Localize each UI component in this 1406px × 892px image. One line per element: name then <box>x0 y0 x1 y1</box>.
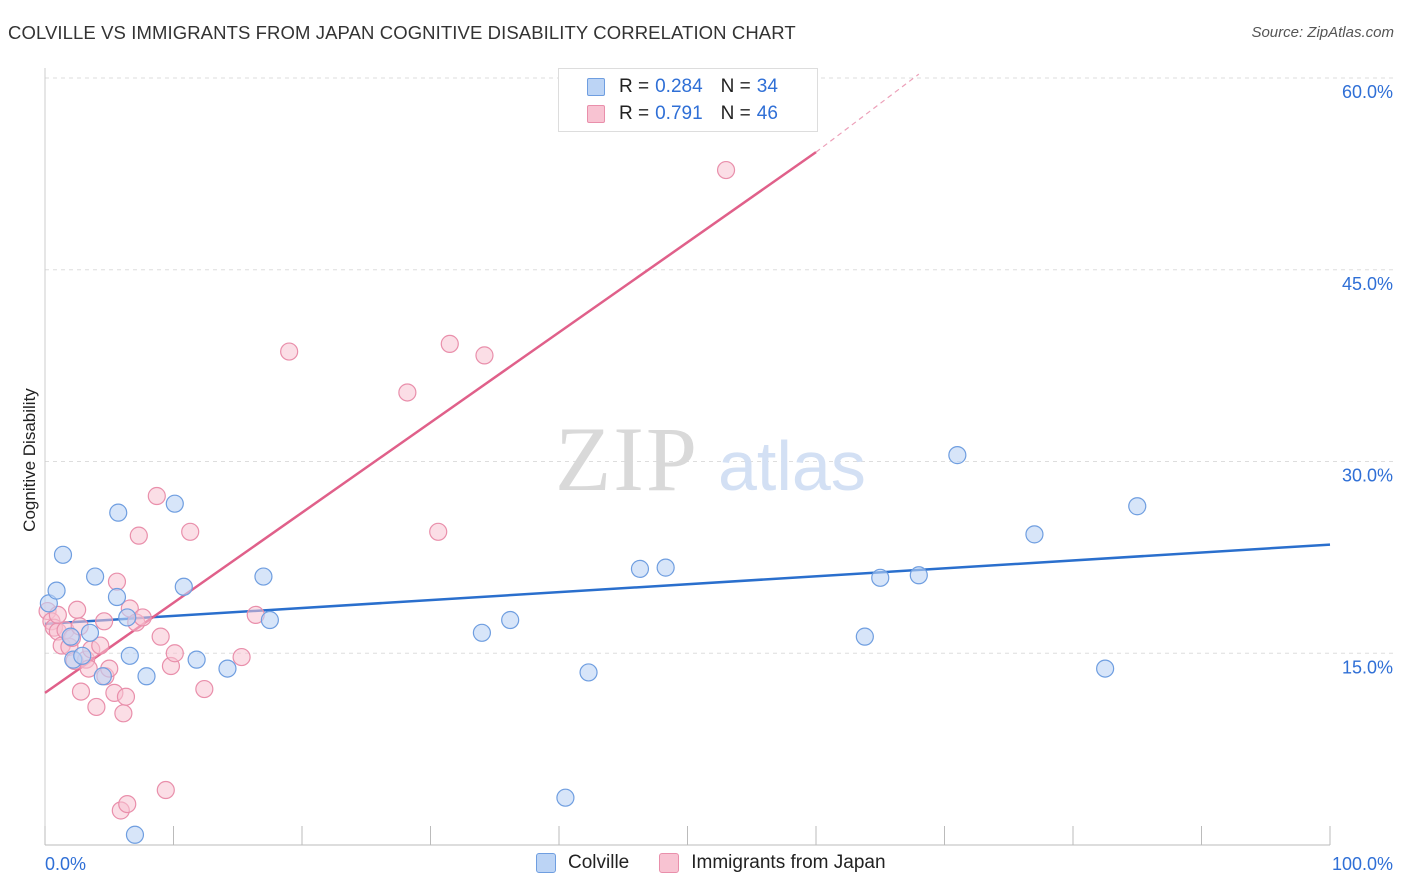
watermark: ZIP atlas <box>555 408 866 510</box>
data-point-japan <box>475 346 494 365</box>
watermark-zip: ZIP <box>555 408 699 510</box>
data-point-japan <box>398 383 417 402</box>
correlation-legend: R = 0.284 N = 34 R = 0.791 N = 46 <box>558 68 818 132</box>
data-point-japan <box>165 644 184 663</box>
data-point-japan <box>147 486 166 506</box>
legend-n-label: N = <box>720 76 751 97</box>
data-point-colville <box>137 667 156 686</box>
data-point-colville <box>1128 497 1147 516</box>
grid-lines <box>45 77 1393 654</box>
y-tick-labels: 15.0% 30.0% 45.0% 60.0% <box>1342 82 1393 677</box>
data-point-colville <box>118 608 137 627</box>
y-tick-label: 15.0% <box>1342 657 1393 677</box>
data-point-colville <box>472 623 491 642</box>
data-point-japan <box>716 160 736 180</box>
legend-row-japan: R = 0.791 N = 46 <box>587 102 796 126</box>
chart-title: COLVILLE VS IMMIGRANTS FROM JAPAN COGNIT… <box>8 22 796 43</box>
data-point-japan <box>118 794 137 814</box>
data-point-japan <box>440 334 459 353</box>
data-point-japan <box>232 647 251 667</box>
data-point-colville <box>254 567 273 586</box>
legend-n-value: 34 <box>756 76 778 97</box>
data-point-japan <box>91 636 110 655</box>
data-point-colville <box>47 581 66 600</box>
legend-label-colville: Colville <box>568 852 630 873</box>
data-point-japan <box>107 572 127 591</box>
y-tick-label: 30.0% <box>1342 466 1393 486</box>
data-point-colville <box>579 663 598 682</box>
data-point-japan <box>68 600 87 619</box>
data-point-japan <box>133 608 152 627</box>
data-point-colville <box>656 558 675 577</box>
data-point-colville <box>218 659 237 678</box>
data-point-colville <box>871 568 890 587</box>
legend-r-value: 0.284 <box>655 76 703 97</box>
data-point-colville <box>948 446 967 465</box>
data-point-colville <box>630 559 650 578</box>
watermark-atlas: atlas <box>718 427 866 505</box>
y-tick-label: 60.0% <box>1342 82 1393 102</box>
source-label: Source: ZipAtlas.com <box>1251 24 1394 41</box>
data-point-colville <box>107 587 127 607</box>
data-point-japan <box>95 612 114 631</box>
data-point-colville <box>109 503 128 522</box>
data-point-japan <box>280 342 299 361</box>
data-point-colville <box>855 627 874 646</box>
series-colville-points <box>39 446 1147 844</box>
data-point-colville <box>80 623 100 642</box>
data-point-colville <box>909 566 928 585</box>
legend-item-japan[interactable]: Immigrants from Japan <box>659 852 886 874</box>
data-point-colville <box>174 577 193 596</box>
data-point-japan <box>129 526 148 545</box>
legend-item-colville[interactable]: Colville <box>536 852 629 874</box>
x-tick-label-max: 100.0% <box>1332 854 1393 874</box>
legend-swatch-japan <box>659 853 680 873</box>
data-point-japan <box>87 697 106 717</box>
legend-n-label: N = <box>720 103 751 124</box>
data-point-colville <box>120 646 139 665</box>
series-legend: Colville Immigrants from Japan <box>536 852 916 874</box>
trend-line-japan-extension <box>815 73 920 153</box>
data-point-colville <box>165 494 184 513</box>
y-axis-label: Cognitive Disability <box>20 388 39 532</box>
x-tick-label-min: 0.0% <box>45 854 86 874</box>
data-point-colville <box>187 650 206 669</box>
data-point-colville <box>125 825 145 844</box>
data-point-colville <box>53 545 73 564</box>
legend-swatch-japan <box>587 105 605 123</box>
data-point-japan <box>151 627 170 646</box>
data-point-colville <box>260 610 279 630</box>
data-point-japan <box>429 522 448 541</box>
data-point-japan <box>71 682 91 701</box>
trend-line-japan <box>44 151 817 694</box>
legend-row-colville: R = 0.284 N = 34 <box>587 75 796 99</box>
legend-label-japan: Immigrants from Japan <box>691 852 886 873</box>
data-point-colville <box>501 610 520 630</box>
y-tick-label: 45.0% <box>1342 274 1393 294</box>
data-point-japan <box>156 780 175 800</box>
legend-r-label: R = <box>619 76 650 97</box>
data-point-japan <box>116 687 136 706</box>
data-point-colville <box>556 788 575 807</box>
data-point-colville <box>1025 525 1044 544</box>
data-point-japan <box>195 679 214 699</box>
legend-swatch-colville <box>587 78 605 96</box>
x-tick-labels: 0.0% 100.0% <box>45 854 1393 874</box>
data-point-colville <box>93 667 112 686</box>
legend-r-label: R = <box>619 103 650 124</box>
data-point-colville <box>1096 659 1115 678</box>
axes <box>44 68 1331 846</box>
data-point-japan <box>181 522 200 541</box>
data-point-colville <box>73 646 92 665</box>
trend-lines <box>44 73 1331 694</box>
data-point-colville <box>61 627 80 646</box>
legend-swatch-colville <box>536 853 556 873</box>
legend-n-value: 46 <box>756 103 778 124</box>
legend-r-value: 0.791 <box>655 103 703 124</box>
data-point-japan <box>114 704 133 723</box>
data-point-colville <box>86 567 105 586</box>
